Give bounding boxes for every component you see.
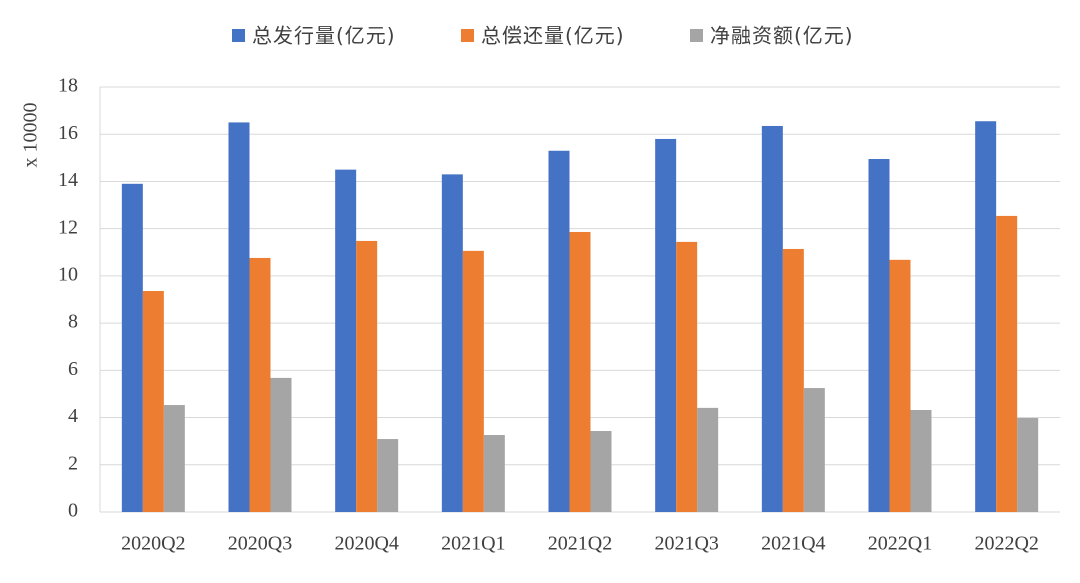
bar xyxy=(142,291,164,512)
y-tick-label: 8 xyxy=(68,311,78,333)
bar xyxy=(996,215,1018,512)
bar xyxy=(377,439,399,512)
y-tick-label: 2 xyxy=(68,452,78,474)
y-tick-label: 12 xyxy=(58,216,78,238)
bar xyxy=(270,377,292,512)
bar xyxy=(335,169,357,512)
bar xyxy=(548,150,570,512)
bar xyxy=(889,259,911,512)
y-tick-label: 6 xyxy=(68,358,78,380)
y-tick-label: 14 xyxy=(58,169,78,191)
legend-swatch xyxy=(461,29,474,42)
x-tick-label: 2020Q4 xyxy=(334,533,398,555)
bar xyxy=(121,183,143,513)
bar xyxy=(163,405,185,512)
x-tick-label: 2021Q1 xyxy=(441,533,505,555)
bar xyxy=(868,159,890,512)
x-tick-label: 2022Q1 xyxy=(868,533,932,555)
bar xyxy=(462,250,484,512)
bar xyxy=(975,121,997,512)
x-tick-label: 2021Q3 xyxy=(654,533,718,555)
y-tick-label: 0 xyxy=(68,500,78,522)
bar xyxy=(655,138,677,512)
x-tick-label: 2021Q4 xyxy=(761,533,825,555)
bar xyxy=(441,174,463,512)
y-tick-label: 16 xyxy=(58,122,78,144)
bar xyxy=(483,435,505,512)
bar xyxy=(761,125,783,512)
x-tick-label: 2021Q2 xyxy=(548,533,612,555)
bar xyxy=(910,410,932,512)
bar xyxy=(356,240,378,512)
legend-swatch xyxy=(232,29,245,42)
bar xyxy=(697,407,719,512)
x-tick-label: 2020Q3 xyxy=(228,533,292,555)
x-tick-label: 2022Q2 xyxy=(974,533,1038,555)
x-tick-label: 2020Q2 xyxy=(121,533,185,555)
y-tick-label: 4 xyxy=(68,405,78,427)
bar xyxy=(569,231,591,512)
y-tick-label: 10 xyxy=(58,263,78,285)
y-tick-label: 18 xyxy=(58,75,78,97)
bar xyxy=(782,248,804,512)
bar xyxy=(1017,418,1039,512)
bar xyxy=(590,431,612,512)
bar xyxy=(803,388,825,512)
y-axis-label: x 10000 xyxy=(20,103,42,168)
legend-label: 总偿还量(亿元) xyxy=(481,24,625,48)
bar xyxy=(249,257,271,512)
legend-label: 净融资额(亿元) xyxy=(710,24,854,48)
bar xyxy=(228,122,250,513)
legend-label: 总发行量(亿元) xyxy=(252,24,396,48)
bar xyxy=(676,241,698,512)
legend-swatch xyxy=(690,29,703,42)
